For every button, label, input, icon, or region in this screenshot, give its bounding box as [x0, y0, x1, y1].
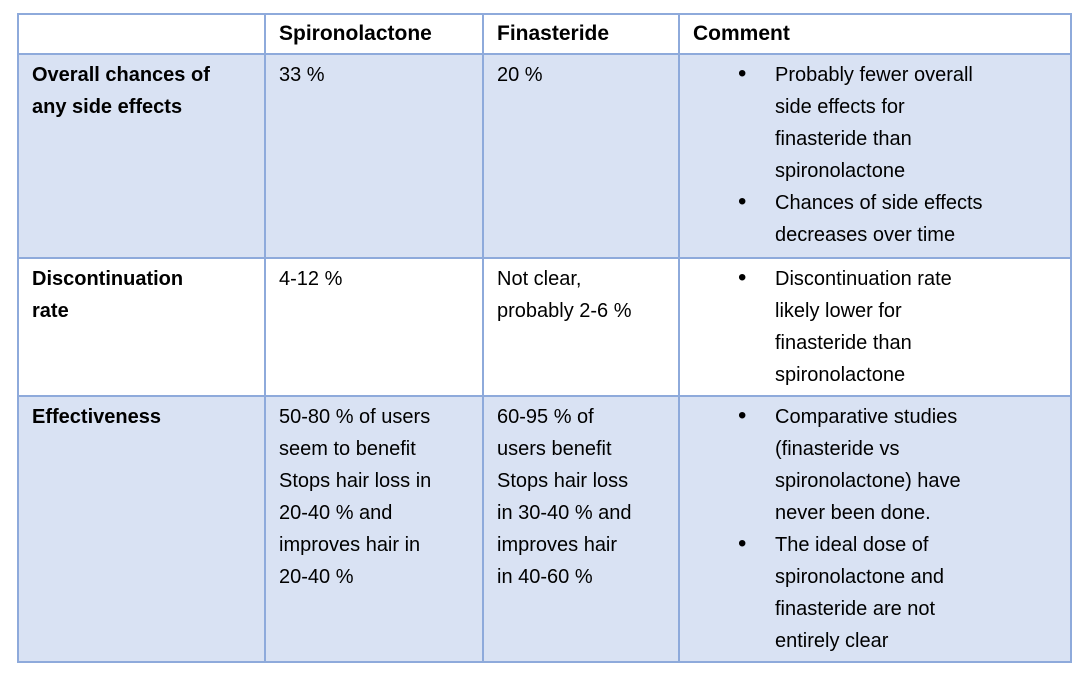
- cell-spironolactone-value: 50-80 % of users seem to benefit Stops hai…: [264, 395, 484, 663]
- table-row-side-effects: Overall chances of any side effects 33 % …: [17, 53, 1072, 259]
- table-row-discontinuation: Discontinuation rate 4-12 % Not clear, pro…: [17, 257, 1072, 397]
- header-cell-finasteride: Finasteride: [482, 13, 680, 55]
- comment-bullet-list: Comparative studies(finasteride vsspiron…: [693, 400, 1058, 657]
- header-cell-comment: Comment: [678, 13, 1072, 55]
- cell-finasteride-value: Not clear, probably 2-6 %: [482, 257, 680, 397]
- header-cell-spironolactone: Spironolactone: [264, 13, 484, 55]
- row-label: Discontinuation rate: [17, 257, 266, 397]
- header-cell-empty: [17, 13, 266, 55]
- header-row: Spironolactone Finasteride Comment: [17, 13, 1072, 55]
- cell-finasteride-value: 20 %: [482, 53, 680, 259]
- comparison-table: Spironolactone Finasteride Comment Overa…: [17, 13, 1072, 663]
- table-row-effectiveness: Effectiveness 50-80 % of users seem to be…: [17, 395, 1072, 663]
- row-label: Effectiveness: [17, 395, 266, 663]
- cell-comment: Comparative studies(finasteride vsspiron…: [678, 395, 1072, 663]
- cell-spironolactone-value: 33 %: [264, 53, 484, 259]
- cell-finasteride-value: 60-95 % of users benefit Stops hair loss in…: [482, 395, 680, 663]
- cell-spironolactone-value: 4-12 %: [264, 257, 484, 397]
- comment-bullet: Comparative studies(finasteride vsspiron…: [738, 400, 1058, 529]
- row-label: Overall chances of any side effects: [17, 53, 266, 259]
